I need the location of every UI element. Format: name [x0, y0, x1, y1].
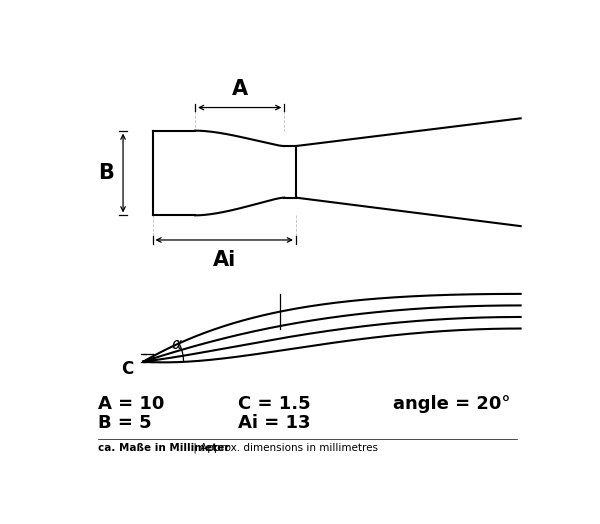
- Text: B: B: [98, 163, 114, 183]
- Text: C = 1.5: C = 1.5: [238, 395, 310, 413]
- Text: C: C: [122, 361, 134, 378]
- Text: angle = 20°: angle = 20°: [393, 395, 510, 413]
- Text: Ai = 13: Ai = 13: [238, 414, 310, 432]
- Text: B = 5: B = 5: [98, 414, 152, 432]
- Text: ca. Maße in Millimeter: ca. Maße in Millimeter: [98, 443, 230, 453]
- Text: A: A: [232, 79, 248, 99]
- Text: Ai: Ai: [212, 250, 236, 270]
- Text: A = 10: A = 10: [98, 395, 164, 413]
- Text: α: α: [171, 337, 181, 352]
- Text: | Approx. dimensions in millimetres: | Approx. dimensions in millimetres: [190, 443, 378, 453]
